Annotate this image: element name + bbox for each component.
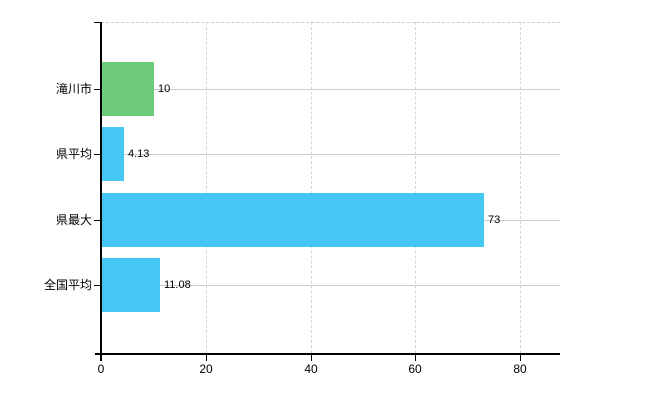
vertical-gridline xyxy=(206,22,207,353)
x-axis-tick xyxy=(311,355,312,361)
y-axis-line xyxy=(100,22,102,361)
x-axis-tick-label: 0 xyxy=(97,362,105,376)
y-axis-tick xyxy=(94,154,101,155)
category-label: 県最大 xyxy=(55,213,92,227)
horizontal-gridline xyxy=(102,285,560,286)
x-axis-line xyxy=(95,353,560,355)
x-axis-tick xyxy=(101,355,102,361)
horizontal-gridline xyxy=(102,154,560,155)
category-label: 全国平均 xyxy=(43,278,92,292)
chart-bar xyxy=(102,193,484,247)
vertical-gridline xyxy=(311,22,312,353)
x-axis-tick-label: 20 xyxy=(199,362,213,376)
x-axis-tick-label: 80 xyxy=(513,362,527,376)
category-label: 滝川市 xyxy=(55,82,92,96)
x-axis-tick-label: 40 xyxy=(304,362,318,376)
vertical-gridline xyxy=(520,22,521,353)
y-axis-tick xyxy=(94,220,101,221)
x-axis-tick-label: 60 xyxy=(408,362,422,376)
category-label: 県平均 xyxy=(55,147,92,161)
vertical-gridline xyxy=(415,22,416,353)
y-axis-top-tick xyxy=(94,22,101,23)
chart-bar xyxy=(102,62,154,116)
x-axis-tick xyxy=(206,355,207,361)
horizontal-gridline xyxy=(102,89,560,90)
y-axis-tick xyxy=(94,285,101,286)
value-label: 10 xyxy=(158,83,171,95)
value-label: 11.08 xyxy=(164,279,191,291)
value-label: 73 xyxy=(488,214,501,226)
x-axis-tick xyxy=(415,355,416,361)
chart-bar xyxy=(102,258,160,312)
y-axis-tick xyxy=(94,89,101,90)
chart-bar xyxy=(102,127,124,181)
value-label: 4.13 xyxy=(128,148,150,160)
x-axis-tick xyxy=(520,355,521,361)
plot-top-border xyxy=(101,22,560,23)
